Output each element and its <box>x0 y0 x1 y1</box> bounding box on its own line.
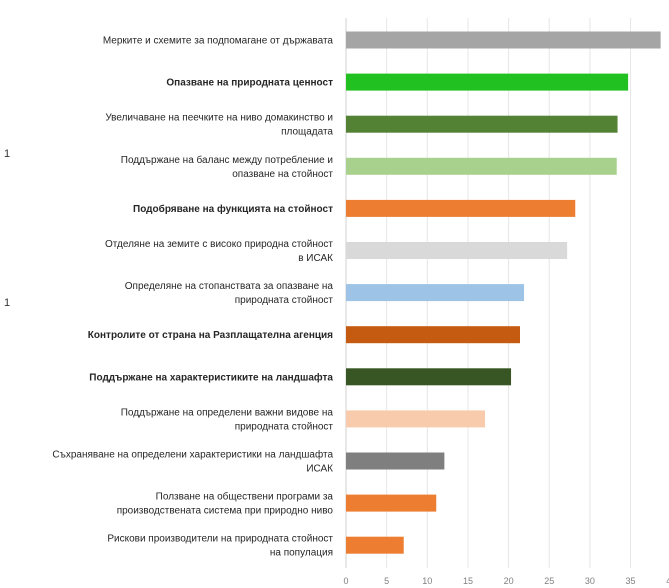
x-tick-label: 25 <box>544 576 554 586</box>
x-tick-label: 20 <box>504 576 514 586</box>
x-tick-label: 0 <box>343 576 348 586</box>
category-label: Подобряване на функцията на стойност <box>133 203 333 215</box>
category-label-line: площадата <box>281 127 333 138</box>
category-label-line: ИСАК <box>306 464 333 475</box>
category-label: Съхраняване на определени характеристики… <box>52 449 333 475</box>
category-label-line: природната стойност <box>235 295 334 306</box>
bar-8 <box>346 326 520 344</box>
category-label-line: Подобряване на функцията на стойност <box>133 203 333 215</box>
category-label-line: Поддържане на баланс между потребление и <box>121 154 333 166</box>
bar-2 <box>346 73 629 91</box>
bars <box>346 31 661 554</box>
bar-7 <box>346 284 525 302</box>
category-label: Отделяне на земите с високо природна сто… <box>105 239 333 264</box>
category-label-line: Съхраняване на определени характеристики… <box>52 449 333 461</box>
category-label-line: в ИСАК <box>298 253 333 264</box>
category-label-line: Определяне на стопанствата за опазване н… <box>125 281 334 292</box>
category-label-line: на популация <box>270 548 333 559</box>
side-mark-1: 1 <box>4 148 10 160</box>
bar-12 <box>346 494 437 512</box>
bar-11 <box>346 452 445 470</box>
bar-13 <box>346 536 404 554</box>
category-label: Ползване на обществени програми за произв… <box>117 491 334 517</box>
bar-3 <box>346 115 618 133</box>
x-tick-label: 10 <box>422 576 432 586</box>
x-tick-label: 30 <box>585 576 595 586</box>
category-label: Увеличаване на пеечките на ниво домакинс… <box>105 113 333 138</box>
category-label-line: Контролите от страна на Разплащателна аг… <box>88 330 333 341</box>
x-tick-label: 40 <box>666 576 669 586</box>
category-label: Поддържане на характеристиките на ландша… <box>89 371 333 383</box>
bar-1 <box>346 31 661 49</box>
bar-10 <box>346 410 486 428</box>
category-label: Мерките и схемите за подпомагане от държ… <box>103 36 334 47</box>
category-label-line: Опазване на природната ценност <box>166 78 333 89</box>
category-label-line: опазване на стойност <box>232 169 333 180</box>
category-label-line: Рискови производители на природната стой… <box>107 534 333 545</box>
category-label-line: производствената система при природно ни… <box>117 506 334 517</box>
bar-6 <box>346 242 568 259</box>
x-tick-label: 15 <box>463 576 473 586</box>
category-label-line: Мерките и схемите за подпомагане от държ… <box>103 36 334 47</box>
category-label-line: Увеличаване на пеечките на ниво домакинс… <box>105 113 333 124</box>
category-label-line: природната стойност <box>235 421 334 432</box>
bar-9 <box>346 368 512 386</box>
bar-4 <box>346 157 617 175</box>
category-label-line: Поддържане на характеристиките на ландша… <box>89 371 333 383</box>
bar-5 <box>346 199 576 217</box>
category-label: Контролите от страна на Разплащателна аг… <box>88 330 333 341</box>
category-labels: Мерките и схемите за подпомагане от държ… <box>52 36 333 559</box>
category-label: Поддържане на баланс между потребление и… <box>121 154 334 180</box>
category-label: Поддържане на определени важни видове на… <box>121 407 334 432</box>
category-label: Опазване на природната ценност <box>166 78 333 89</box>
category-label-line: Поддържане на определени важни видове на <box>121 407 334 418</box>
x-axis-ticks: 0 5 10 15 20 25 30 35 40 <box>343 576 669 586</box>
category-label: Рискови производители на природната стой… <box>107 534 333 559</box>
category-label-line: Отделяне на земите с високо природна сто… <box>105 239 333 250</box>
x-tick-label: 5 <box>384 576 389 586</box>
category-label: Определяне на стопанствата за опазване н… <box>125 281 334 306</box>
side-mark-2: 1 <box>4 297 10 309</box>
category-label-line: Ползване на обществени програми за <box>156 491 334 503</box>
x-tick-label: 35 <box>626 576 636 586</box>
